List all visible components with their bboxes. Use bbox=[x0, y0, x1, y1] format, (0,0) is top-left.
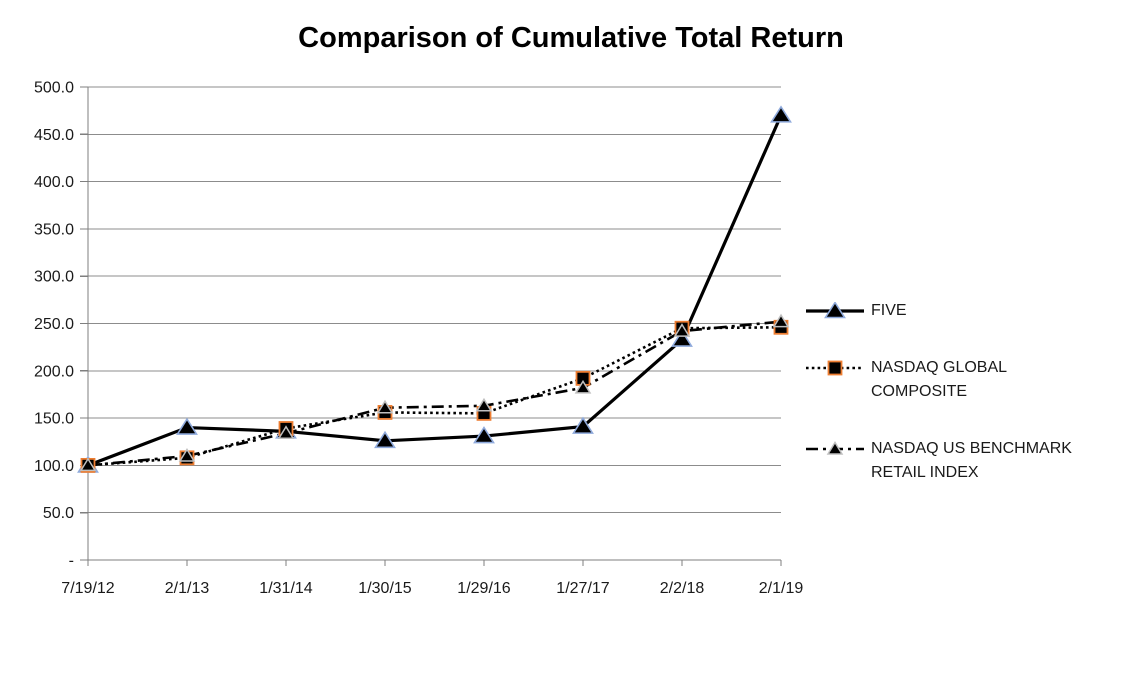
triangle-marker-icon bbox=[374, 430, 396, 449]
x-tick-label: 1/31/14 bbox=[259, 580, 312, 597]
x-tick-label: 2/2/18 bbox=[660, 580, 705, 597]
x-tick-label: 1/29/16 bbox=[457, 580, 510, 597]
triangle-small-marker-icon bbox=[376, 399, 394, 414]
y-tick-label: 400.0 bbox=[34, 174, 74, 191]
series-line-nasdaq-global-composite bbox=[87, 325, 782, 467]
triangle-marker-icon bbox=[671, 329, 693, 347]
square-marker-icon bbox=[827, 360, 843, 376]
series-line-five bbox=[87, 114, 783, 467]
dotted-line-square-marker-icon bbox=[806, 360, 864, 376]
triangle-small-marker-icon bbox=[772, 313, 790, 328]
y-tick-label: 150.0 bbox=[34, 411, 74, 428]
legend-label-nasdaq-global-composite: NASDAQ GLOBAL COMPOSITE bbox=[871, 359, 1007, 400]
five-line-triangle-marker-icon bbox=[806, 302, 864, 319]
legend-label-nasdaq-us-benchmark-retail-index: NASDAQ US BENCHMARK RETAIL INDEX bbox=[871, 440, 1072, 481]
legend-item-nasdaq-us-benchmark-retail-index: NASDAQ US BENCHMARK RETAIL INDEX bbox=[806, 437, 1099, 485]
triangle-marker-icon bbox=[770, 105, 792, 123]
y-tick-label: 250.0 bbox=[34, 316, 74, 333]
y-tick-label: 500.0 bbox=[34, 80, 74, 97]
y-tick-label: 350.0 bbox=[34, 221, 74, 238]
legend-item-nasdaq-global-composite: NASDAQ GLOBAL COMPOSITE bbox=[806, 356, 1099, 404]
x-tick-label: 7/19/12 bbox=[61, 580, 114, 597]
triangle-small-marker-icon bbox=[673, 323, 691, 337]
y-tick-label: 100.0 bbox=[34, 458, 74, 475]
y-tick-label: - bbox=[69, 553, 74, 570]
triangle-marker-icon bbox=[824, 302, 846, 319]
triangle-small-marker-icon bbox=[178, 447, 196, 462]
triangle-marker-icon bbox=[473, 426, 495, 444]
x-tick-label: 1/30/15 bbox=[358, 580, 411, 597]
dashed-line-triangle-marker-icon bbox=[806, 441, 864, 455]
y-tick-label: 200.0 bbox=[34, 363, 74, 380]
triangle-small-marker-icon bbox=[79, 457, 97, 472]
y-tick-label: 300.0 bbox=[34, 269, 74, 286]
x-tick-label: 1/27/17 bbox=[556, 580, 609, 597]
chart-title: Comparison of Cumulative Total Return bbox=[298, 22, 844, 54]
legend-label-five: FIVE bbox=[871, 302, 907, 319]
legend: FIVE NASDAQ GLOBAL COMPOSITE NASDAQ US B… bbox=[806, 299, 1099, 485]
y-tick-label: 50.0 bbox=[43, 505, 74, 522]
series-line-nasdaq-us-benchmark-retail-index bbox=[87, 320, 782, 467]
x-tick-label: 2/1/19 bbox=[759, 580, 804, 597]
triangle-small-marker-icon bbox=[277, 425, 295, 439]
triangle-small-marker-icon bbox=[574, 379, 592, 394]
triangle-small-marker-icon bbox=[475, 397, 493, 412]
y-tick-label: 450.0 bbox=[34, 127, 74, 144]
legend-item-five: FIVE bbox=[806, 299, 1099, 323]
triangle-marker-icon bbox=[572, 416, 594, 434]
triangle-marker-icon bbox=[176, 417, 198, 435]
x-tick-label: 2/1/13 bbox=[165, 580, 210, 597]
triangle-small-marker-icon bbox=[826, 441, 844, 455]
